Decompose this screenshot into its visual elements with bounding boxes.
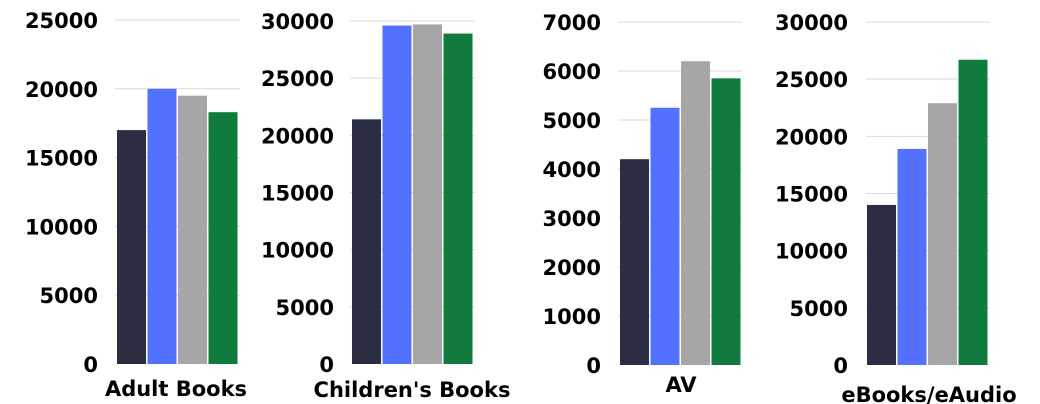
- chart-panel-2: 0 5000 10000 15000 20000 25000 30000 Children's…: [261, 10, 511, 402]
- y-tick-label: 10000: [775, 240, 848, 264]
- chart-panel-1: 0 5000 10000 15000 20000 25000 Adult Books: [25, 9, 247, 401]
- bar: [413, 24, 442, 365]
- bar: [867, 204, 896, 365]
- y-tick-label: 20000: [261, 124, 334, 148]
- bar: [897, 148, 927, 365]
- y-tick-label: 7000: [543, 11, 601, 35]
- bar: [928, 103, 957, 365]
- y-tick-label: 10000: [261, 239, 334, 263]
- category-label: Adult Books: [105, 377, 247, 401]
- y-tick-label: 3000: [543, 207, 601, 231]
- bar: [382, 25, 412, 364]
- y-tick-label: 0: [83, 353, 98, 377]
- bar: [620, 159, 649, 365]
- bar: [650, 107, 680, 365]
- bar: [958, 59, 988, 365]
- bar: [681, 61, 710, 365]
- y-tick-label: 5000: [790, 297, 848, 321]
- y-tick-label: 15000: [261, 182, 334, 206]
- y-tick-label: 5000: [40, 284, 98, 308]
- y-tick-label: 15000: [25, 147, 98, 171]
- y-tick-label: 0: [319, 353, 334, 377]
- y-tick-label: 6000: [543, 60, 601, 84]
- category-label: Children's Books: [314, 378, 511, 402]
- y-tick-label: 15000: [775, 183, 848, 207]
- y-tick-label: 20000: [25, 78, 98, 102]
- bar: [208, 112, 238, 364]
- y-tick-label: 30000: [775, 11, 848, 35]
- y-tick-label: 25000: [25, 9, 98, 33]
- bar: [443, 33, 473, 365]
- chart-panel-3: 0 1000 2000 3000 4000 5000 6000 7000 AV: [543, 11, 742, 397]
- y-tick-label: 25000: [775, 68, 848, 92]
- y-tick-label: 2000: [543, 256, 601, 280]
- y-tick-label: 20000: [775, 125, 848, 149]
- y-tick-label: 1000: [543, 305, 601, 329]
- category-label: eBooks/eAudio: [841, 383, 1016, 404]
- category-label: AV: [665, 373, 697, 397]
- y-tick-label: 4000: [543, 158, 601, 182]
- y-tick-label: 30000: [261, 10, 334, 34]
- y-tick-label: 25000: [261, 67, 334, 91]
- y-tick-label: 10000: [25, 215, 98, 239]
- bar: [178, 95, 207, 365]
- chart-panel-4: 0 5000 10000 15000 20000 25000 30000 eBooks/eAu…: [775, 11, 1017, 404]
- y-tick-label: 5000: [543, 109, 601, 133]
- y-tick-label: 5000: [276, 296, 334, 320]
- bar: [352, 119, 381, 365]
- bar: [117, 130, 146, 364]
- bar: [711, 78, 741, 365]
- y-tick-label: 0: [586, 354, 601, 378]
- y-tick-label: 0: [833, 354, 848, 378]
- bar: [147, 88, 177, 365]
